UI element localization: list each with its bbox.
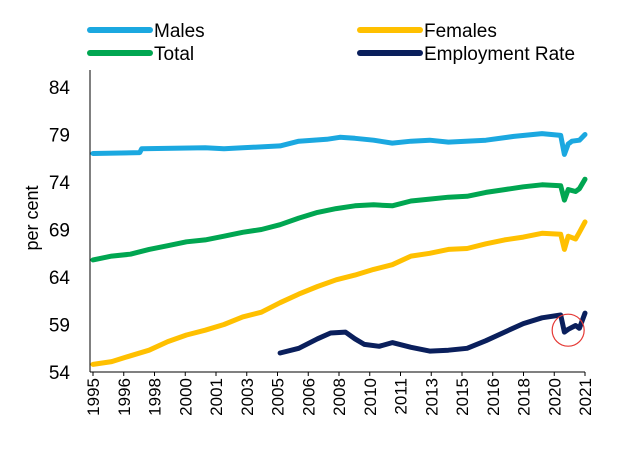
legend: Males Females Total Employment Rate [87,21,575,65]
y-tick-label: 79 [49,126,70,147]
y-tick-label: 84 [49,78,71,99]
y-tick-label: 59 [49,316,70,337]
highlight-circle [551,313,585,347]
x-tick-label: 2015 [453,378,472,416]
annotations [551,313,585,347]
x-tick-label: 1996 [115,378,134,416]
y-axis: 54 59 64 69 74 79 84 [49,70,91,384]
legend-label-females: Females [424,21,497,42]
x-tick-label: 2010 [361,378,380,416]
y-tick-label: 54 [49,363,71,384]
x-tick-label: 2001 [207,378,226,416]
x-tick-label: 2008 [330,378,349,416]
x-tick-label: 2020 [545,378,564,416]
y-tick-label: 69 [49,221,70,242]
x-tick-label: 2000 [176,378,195,416]
x-tick-label: 2005 [269,378,288,416]
x-tick-label: 2003 [238,378,257,416]
x-tick-label: 2018 [515,378,534,416]
x-axis: 1995 1996 1998 2000 2001 2003 2005 2006 2008 2010… [84,371,595,416]
y-tick-label: 74 [49,173,71,194]
x-tick-label: 1998 [146,378,165,416]
x-tick-label: 2006 [299,378,318,416]
x-tick-label: 2016 [484,378,503,416]
x-tick-label: 2013 [422,378,441,416]
x-tick-label: 1995 [84,378,103,416]
y-axis-title: per cent [22,185,42,250]
legend-label-employment-rate: Employment Rate [424,44,575,65]
total-line [90,176,588,263]
males-line [90,131,588,157]
y-tick-label: 64 [49,268,71,289]
employment-rate-line [277,310,588,356]
females-line [90,219,588,367]
legend-label-total: Total [154,44,194,65]
x-tick-label: 2011 [392,378,411,415]
series-lines [90,131,588,367]
legend-label-males: Males [154,21,205,42]
x-tick-label: 2021 [576,378,595,416]
